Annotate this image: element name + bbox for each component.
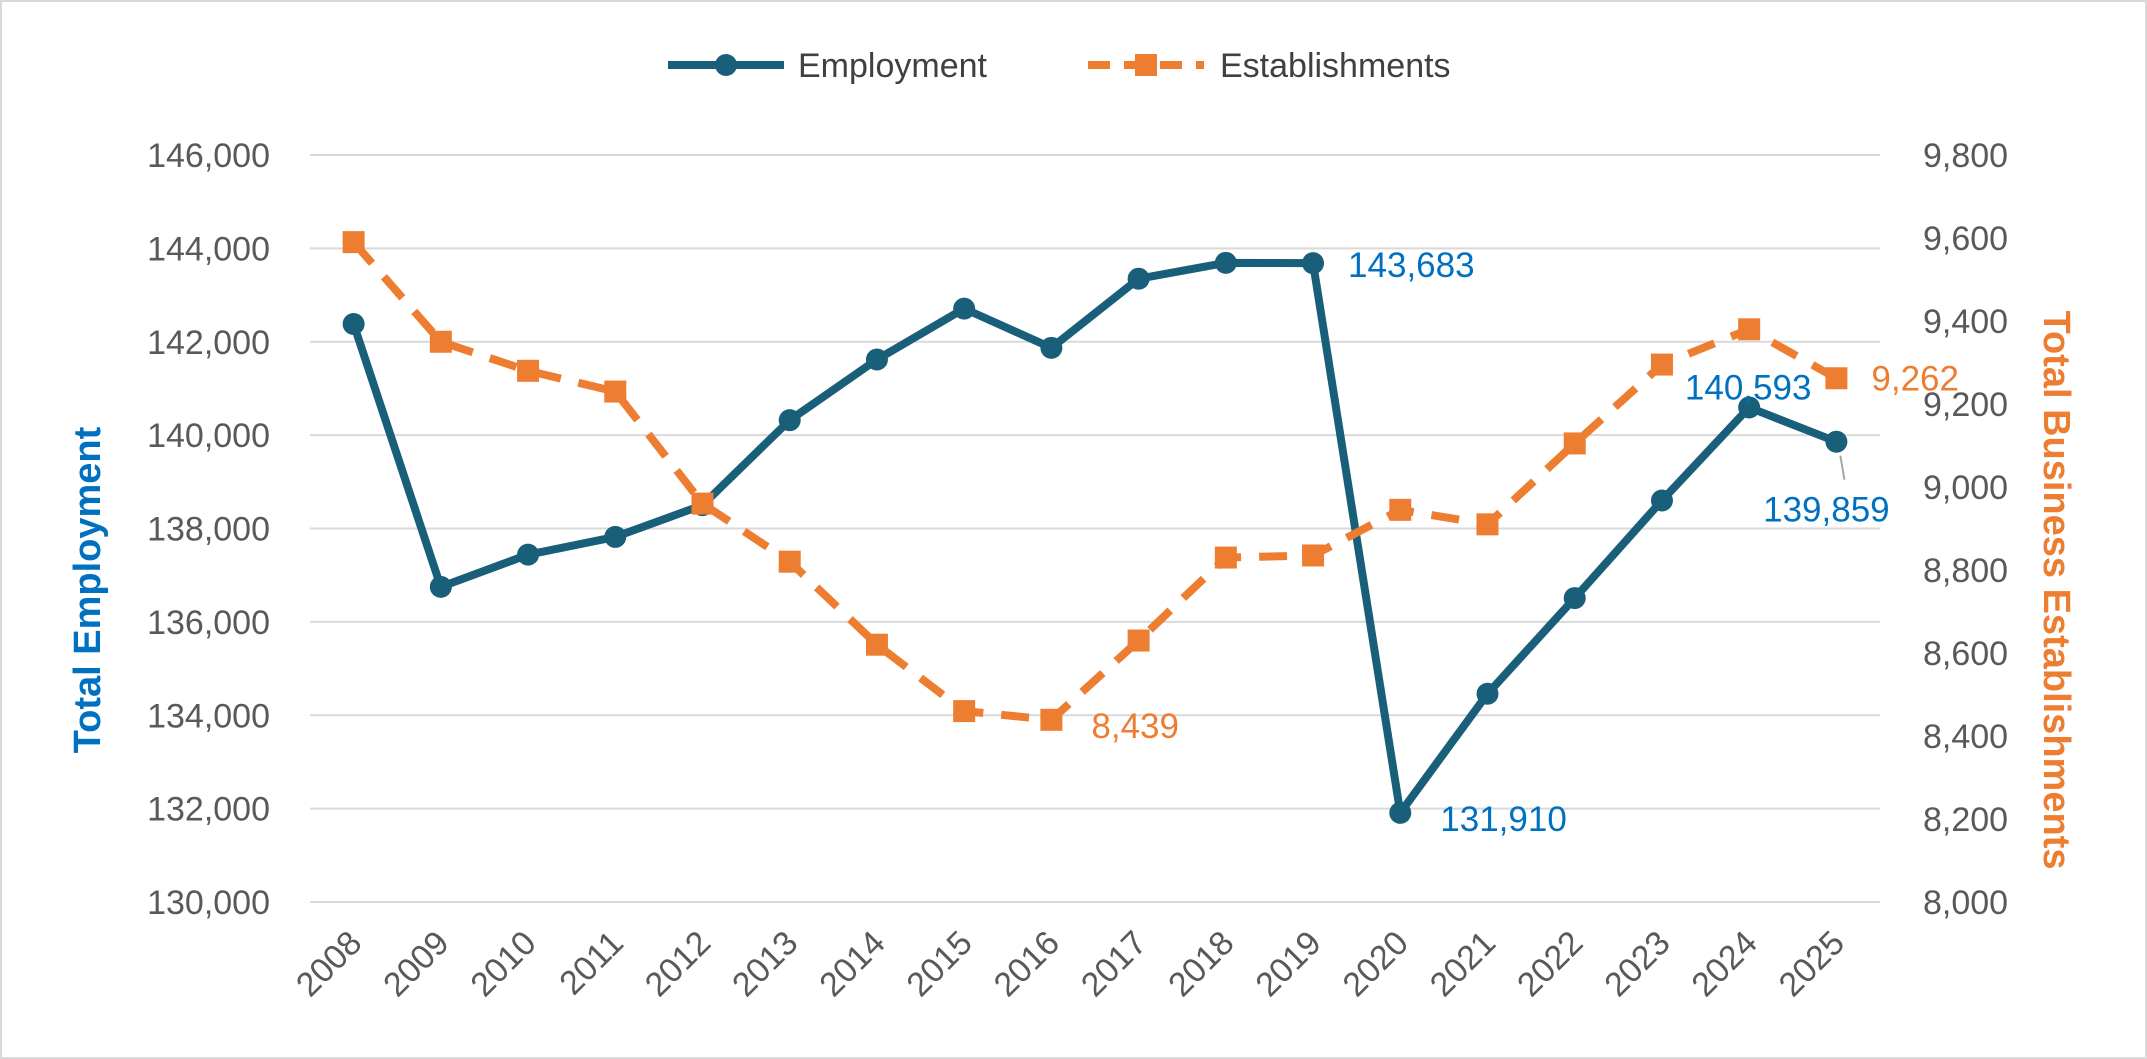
left-tick-label: 130,000 (147, 884, 270, 922)
data-label-employment: 139,859 (1763, 491, 1890, 530)
right-tick-label: 8,200 (1923, 801, 2008, 839)
data-point-employment (1127, 267, 1150, 290)
legend-establishments-label: Establishments (1220, 47, 1451, 85)
left-tick-label: 144,000 (147, 230, 270, 268)
data-point-employment (953, 297, 976, 320)
gridlines (310, 154, 1880, 903)
data-point-employment (865, 348, 888, 371)
right-tick-label: 9,000 (1923, 469, 2008, 507)
data-point-employment (604, 525, 627, 548)
data-point-employment (1738, 396, 1761, 419)
right-tick-label: 9,400 (1923, 303, 2008, 341)
data-point-employment (1563, 587, 1586, 610)
right-tick-label: 8,400 (1923, 718, 2008, 756)
data-point-establishments (1302, 544, 1325, 567)
data-label-employment: 131,910 (1440, 800, 1567, 839)
data-label-employment: 143,683 (1348, 246, 1475, 285)
data-labels: 143,683 131,910 140,593 139,859 8,439 9,262 (1091, 246, 1959, 839)
right-tick-label: 8,600 (1923, 635, 2008, 673)
left-axis-ticks: 130,000 132,000 134,000 136,000 138,000 140,0… (147, 137, 270, 922)
data-point-establishments (1476, 513, 1499, 536)
data-point-employment (429, 575, 452, 598)
left-tick-label: 146,000 (147, 137, 270, 175)
data-point-employment (517, 543, 540, 566)
left-tick-label: 136,000 (147, 604, 270, 642)
data-point-establishments (1738, 318, 1761, 341)
legend: Employment Establishments (668, 47, 1451, 85)
data-label-establishments: 9,262 (1871, 359, 1959, 398)
data-point-establishments (1214, 546, 1237, 569)
data-point-establishments (604, 380, 627, 403)
data-point-employment (1214, 251, 1237, 274)
left-tick-label: 134,000 (147, 697, 270, 735)
data-point-employment (778, 409, 801, 432)
data-point-employment (1389, 801, 1412, 824)
left-tick-label: 138,000 (147, 511, 270, 549)
label-leader-line (1839, 455, 1846, 480)
right-tick-label: 9,600 (1923, 220, 2008, 258)
data-point-establishments (1040, 708, 1063, 731)
data-point-establishments (517, 359, 540, 382)
data-point-employment (1476, 682, 1499, 705)
right-tick-label: 8,000 (1923, 884, 2008, 922)
data-label-employment: 140,593 (1685, 368, 1812, 407)
series-line-employment (349, 258, 1838, 817)
left-tick-label: 132,000 (147, 791, 270, 829)
data-point-establishments (691, 492, 714, 515)
data-point-establishments (342, 231, 365, 254)
data-point-establishments (953, 700, 976, 723)
legend-establishments-marker (1135, 54, 1157, 76)
left-tick-label: 142,000 (147, 324, 270, 362)
right-tick-label: 8,800 (1923, 552, 2008, 590)
left-axis-title: Total Employment (67, 426, 109, 753)
series-layer (342, 231, 1848, 824)
data-point-employment (1040, 336, 1063, 359)
data-point-establishments (778, 550, 801, 573)
right-tick-label: 9,800 (1923, 137, 2008, 175)
data-point-establishments (1127, 629, 1150, 652)
data-label-establishments: 8,439 (1091, 707, 1179, 746)
data-point-establishments (1389, 498, 1412, 521)
legend-employment-label: Employment (798, 47, 988, 85)
data-point-employment (1825, 430, 1848, 453)
data-point-establishments (1650, 353, 1673, 376)
data-point-establishments (1825, 367, 1848, 390)
right-axis-ticks: 8,000 8,200 8,400 8,600 8,800 9,000 9,200 9,400… (1923, 137, 2008, 922)
data-point-establishments (429, 330, 452, 353)
data-point-employment (1302, 252, 1325, 275)
left-tick-label: 140,000 (147, 417, 270, 455)
data-point-establishments (1563, 432, 1586, 455)
data-point-establishments (865, 633, 888, 656)
right-axis-title: Total Business Establishments (2035, 311, 2077, 870)
legend-employment-marker (715, 54, 737, 76)
data-point-employment (342, 313, 365, 336)
series-line-establishments (350, 239, 1839, 724)
data-point-employment (1650, 489, 1673, 512)
right-tick-label: 9,200 (1923, 386, 2008, 424)
